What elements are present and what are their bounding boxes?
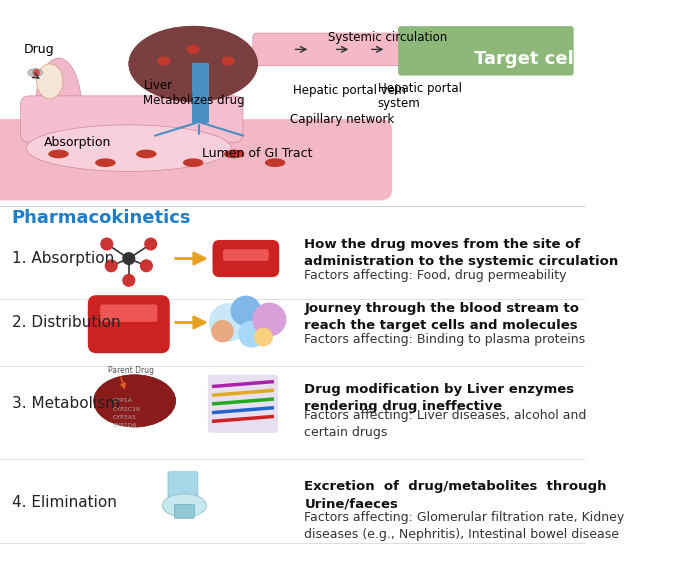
Text: Target cells/tissues: Target cells/tissues	[474, 51, 669, 68]
FancyBboxPatch shape	[212, 240, 279, 277]
Ellipse shape	[37, 64, 63, 99]
Text: Pharmacokinetics: Pharmacokinetics	[12, 209, 191, 227]
Circle shape	[145, 238, 156, 250]
Circle shape	[212, 321, 233, 342]
Text: 2. Distribution: 2. Distribution	[12, 315, 120, 330]
Text: How the drug moves from the site of
administration to the systemic circulation: How the drug moves from the site of admi…	[305, 238, 619, 268]
Ellipse shape	[163, 494, 206, 517]
Circle shape	[231, 296, 260, 325]
Circle shape	[123, 275, 135, 286]
Ellipse shape	[94, 375, 175, 427]
FancyBboxPatch shape	[0, 119, 392, 200]
Ellipse shape	[33, 69, 40, 77]
Circle shape	[254, 328, 272, 346]
Text: CYP2C19: CYP2C19	[112, 407, 140, 411]
Circle shape	[105, 260, 117, 272]
Circle shape	[239, 321, 265, 347]
Text: Hepatic portal
system: Hepatic portal system	[377, 82, 462, 110]
Circle shape	[209, 304, 247, 341]
Ellipse shape	[95, 159, 116, 167]
Ellipse shape	[187, 45, 200, 54]
FancyBboxPatch shape	[168, 472, 198, 498]
Circle shape	[141, 260, 152, 272]
Text: 1. Absorption: 1. Absorption	[12, 251, 114, 266]
Text: CYP3A5: CYP3A5	[112, 415, 136, 419]
Text: Factors affecting: Glomerular filtration rate, Kidney
diseases (e.g., Nephritis): Factors affecting: Glomerular filtration…	[305, 511, 625, 541]
Text: Parent Drug: Parent Drug	[108, 366, 154, 375]
Text: 3. Metabolism: 3. Metabolism	[12, 396, 120, 411]
FancyBboxPatch shape	[175, 504, 194, 518]
FancyBboxPatch shape	[192, 63, 209, 123]
Ellipse shape	[28, 69, 42, 77]
Text: 4. Elimination: 4. Elimination	[12, 495, 116, 510]
Text: Lumen of GI Tract: Lumen of GI Tract	[202, 148, 312, 160]
Text: Factors affecting: Food, drug permeability: Factors affecting: Food, drug permeabili…	[305, 270, 567, 282]
Ellipse shape	[224, 150, 244, 159]
Text: Capillary network: Capillary network	[290, 113, 394, 125]
FancyBboxPatch shape	[223, 249, 269, 261]
Text: Drug modification by Liver enzymes
rendering drug ineffective: Drug modification by Liver enzymes rende…	[305, 383, 575, 413]
Ellipse shape	[183, 159, 203, 167]
FancyBboxPatch shape	[253, 33, 409, 66]
Text: Hepatic portal vein: Hepatic portal vein	[292, 84, 405, 96]
Text: Drug: Drug	[23, 43, 54, 56]
FancyBboxPatch shape	[100, 304, 158, 322]
Ellipse shape	[48, 150, 69, 159]
Ellipse shape	[136, 150, 156, 159]
FancyBboxPatch shape	[208, 375, 278, 433]
Ellipse shape	[265, 159, 286, 167]
FancyBboxPatch shape	[88, 295, 170, 353]
Text: Liver
Metabolizes drug: Liver Metabolizes drug	[143, 79, 245, 107]
Ellipse shape	[158, 56, 171, 66]
Text: Factors affecting: Binding to plasma proteins: Factors affecting: Binding to plasma pro…	[305, 333, 585, 346]
Circle shape	[253, 303, 286, 336]
Text: Factors affecting: Liver diseases, alcohol and
certain drugs: Factors affecting: Liver diseases, alcoh…	[305, 409, 587, 439]
Ellipse shape	[222, 56, 235, 66]
Text: CYP1A: CYP1A	[112, 399, 133, 403]
Ellipse shape	[129, 26, 258, 102]
Text: Systemic circulation: Systemic circulation	[328, 31, 447, 44]
Text: CYP2D6: CYP2D6	[112, 423, 137, 428]
Circle shape	[101, 238, 113, 250]
Ellipse shape	[35, 58, 82, 163]
Text: Journey through the blood stream to
reach the target cells and molecules: Journey through the blood stream to reac…	[305, 302, 579, 332]
FancyBboxPatch shape	[398, 26, 574, 76]
Circle shape	[123, 253, 135, 264]
Text: Excretion  of  drug/metabolites  through
Urine/faeces: Excretion of drug/metabolites through Ur…	[305, 480, 607, 510]
Ellipse shape	[27, 125, 231, 171]
FancyBboxPatch shape	[20, 96, 243, 142]
Text: Absorption: Absorption	[44, 136, 112, 149]
